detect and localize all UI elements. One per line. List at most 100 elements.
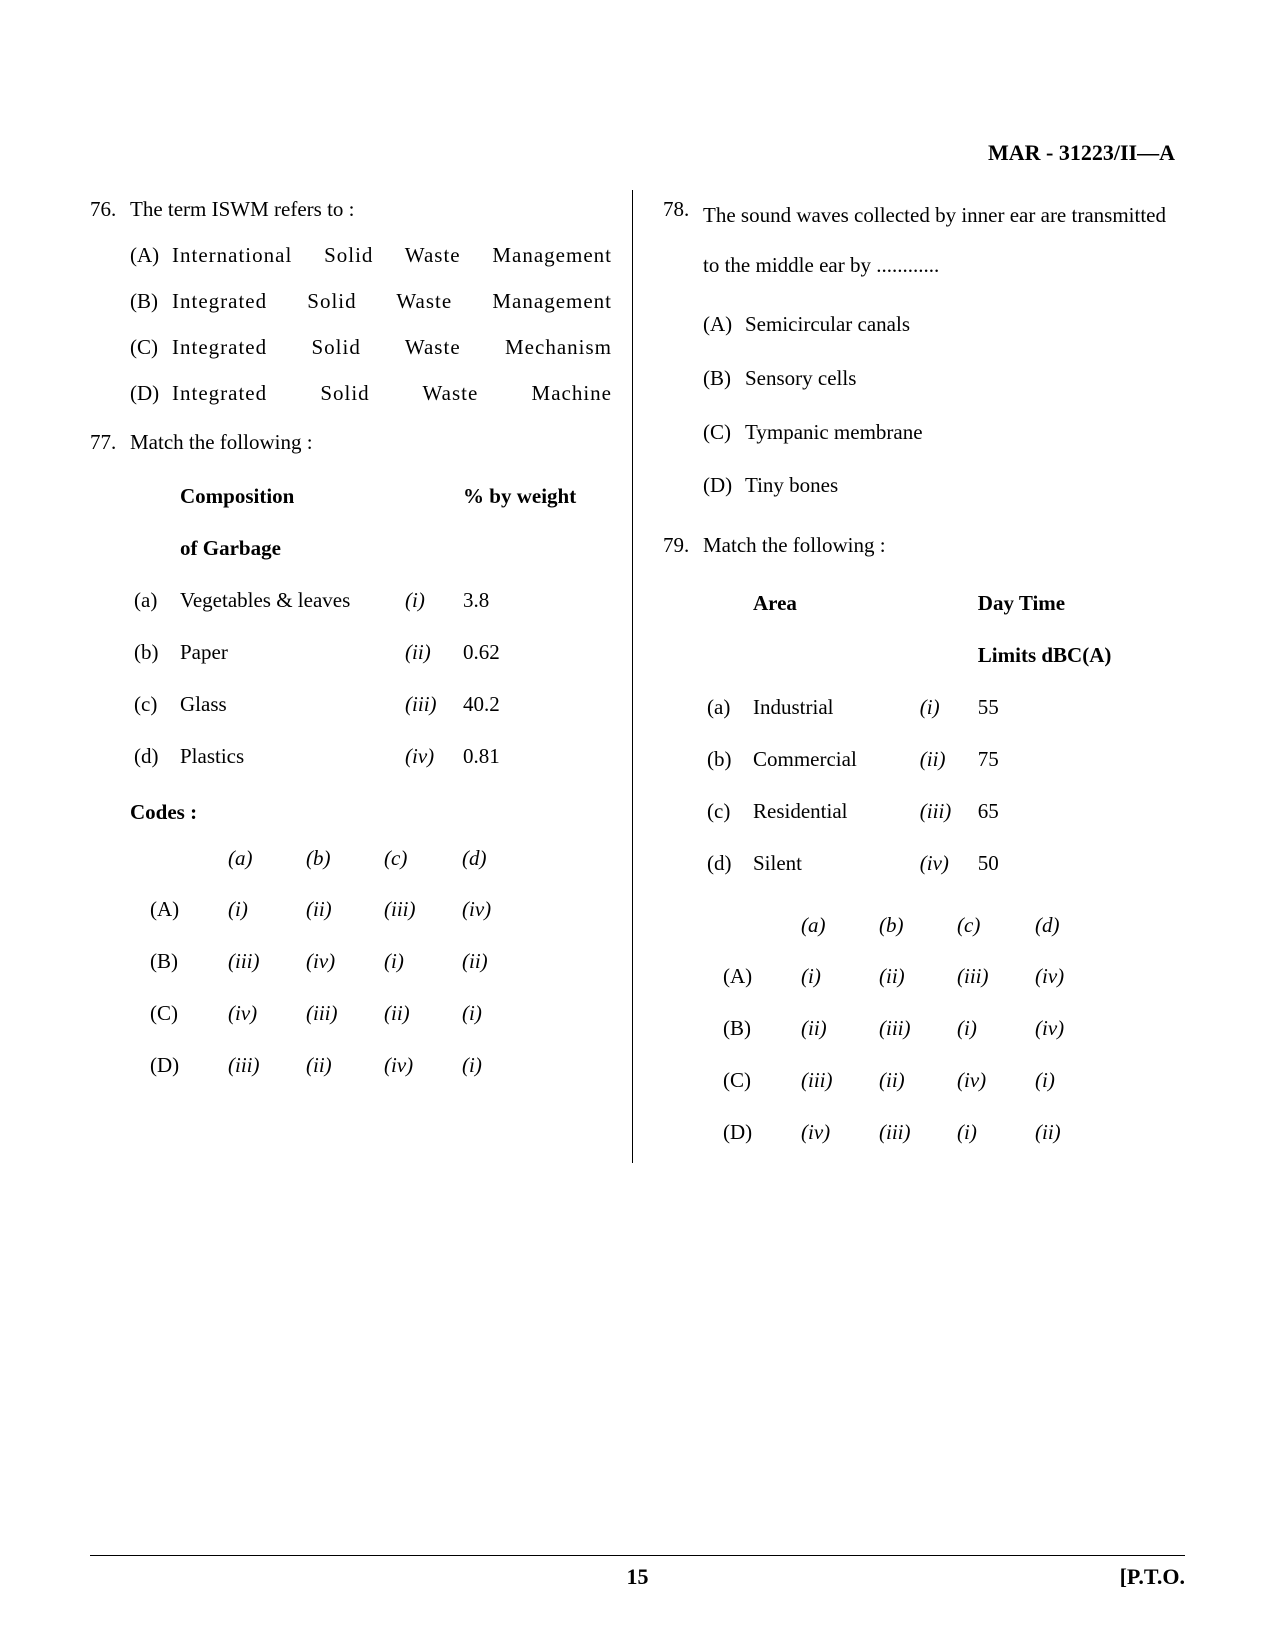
question-text: The term ISWM refers to : — [130, 190, 612, 230]
match-rkey: (iii) — [916, 786, 974, 838]
question-77: 77. Match the following : Composition % … — [90, 423, 612, 1092]
paper-code: MAR - 31223/II—A — [988, 140, 1175, 166]
codes-val: (ii) — [384, 988, 462, 1040]
codes-val: (iii) — [306, 988, 384, 1040]
match-right: 3.8 — [459, 575, 612, 627]
question-body: The term ISWM refers to : (A) Internatio… — [130, 190, 612, 413]
match-row: (c) Residential (iii) 65 — [703, 786, 1185, 838]
codes-val: (ii) — [462, 936, 540, 988]
codes-val: (i) — [228, 884, 306, 936]
codes-val: (i) — [957, 1003, 1035, 1055]
match-key: (d) — [130, 731, 176, 783]
codes-key: (C) — [150, 988, 228, 1040]
match-row: (d) Silent (iv) 50 — [703, 838, 1185, 890]
match-table: Area Day Time Limits dBC(A) (a) Industri… — [703, 578, 1185, 889]
codes-key: (D) — [150, 1040, 228, 1092]
match-head-left: Area — [749, 578, 916, 630]
match-row: (d) Plastics (iv) 0.81 — [130, 731, 612, 783]
question-body: Match the following : Composition % by w… — [130, 423, 612, 1092]
codes-val: (iv) — [306, 936, 384, 988]
codes-row: (B) (iii) (iv) (i) (ii) — [150, 936, 540, 988]
exam-page: MAR - 31223/II—A 76. The term ISWM refer… — [0, 0, 1275, 1650]
codes-val: (i) — [801, 951, 879, 1003]
codes-val: (iv) — [228, 988, 306, 1040]
question-body: The sound waves collected by inner ear a… — [703, 190, 1185, 506]
codes-row: (A) (i) (ii) (iii) (iv) — [150, 884, 540, 936]
match-head-left: Composition — [176, 471, 401, 523]
codes-val: (ii) — [879, 1055, 957, 1107]
codes-val: (iii) — [879, 1003, 957, 1055]
option-text: Tiny bones — [745, 466, 1185, 506]
option-text: Integrated Solid Waste Mechanism — [172, 328, 612, 368]
match-rkey: (i) — [916, 682, 974, 734]
question-text: Match the following : — [130, 423, 612, 463]
option-text: Integrated Solid Waste Management — [172, 282, 612, 322]
match-row: (c) Glass (iii) 40.2 — [130, 679, 612, 731]
question-number: 77. — [90, 423, 130, 1092]
codes-val: (i) — [462, 988, 540, 1040]
option-text: Tympanic membrane — [745, 413, 1185, 453]
codes-val: (i) — [1035, 1055, 1113, 1107]
codes-head: (c) — [384, 833, 462, 885]
option-text: Semicircular canals — [745, 305, 1185, 345]
codes-table: (a) (b) (c) (d) (A) (i) (ii) (iii) (iv) — [723, 900, 1113, 1159]
match-rkey: (iv) — [401, 731, 459, 783]
question-78: 78. The sound waves collected by inner e… — [663, 190, 1185, 506]
codes-val: (ii) — [306, 1040, 384, 1092]
page-footer: 15 [P.T.O. — [90, 1555, 1185, 1590]
option-label: (D) — [703, 466, 745, 506]
match-rkey: (ii) — [916, 734, 974, 786]
option-A: (A) Semicircular canals — [703, 305, 1185, 345]
match-table: Composition % by weight of Garbage (a) — [130, 471, 612, 782]
right-column: 78. The sound waves collected by inner e… — [633, 190, 1185, 1163]
codes-val: (ii) — [306, 884, 384, 936]
option-label: (A) — [703, 305, 745, 345]
match-key: (b) — [130, 627, 176, 679]
option-A: (A) International Solid Waste Management — [130, 236, 612, 276]
codes-val: (i) — [384, 936, 462, 988]
match-rkey: (iv) — [916, 838, 974, 890]
codes-val: (iii) — [384, 884, 462, 936]
pto-label: [P.T.O. — [1120, 1564, 1185, 1590]
match-key: (b) — [703, 734, 749, 786]
codes-val: (iii) — [228, 1040, 306, 1092]
question-number: 76. — [90, 190, 130, 413]
codes-val: (iv) — [1035, 951, 1113, 1003]
codes-key: (B) — [150, 936, 228, 988]
codes-head: (b) — [879, 900, 957, 952]
codes-row: (B) (ii) (iii) (i) (iv) — [723, 1003, 1113, 1055]
option-B: (B) Sensory cells — [703, 359, 1185, 399]
codes-val: (iii) — [801, 1055, 879, 1107]
codes-key: (B) — [723, 1003, 801, 1055]
option-D: (D) Tiny bones — [703, 466, 1185, 506]
question-body: Match the following : Area Day Time Limi… — [703, 526, 1185, 1159]
option-text: Sensory cells — [745, 359, 1185, 399]
question-76: 76. The term ISWM refers to : (A) Intern… — [90, 190, 612, 413]
match-right: 65 — [974, 786, 1185, 838]
question-number: 79. — [663, 526, 703, 1159]
match-head-right: Day Time — [974, 578, 1185, 630]
option-text: Integrated Solid Waste Machine — [172, 374, 612, 414]
match-key: (a) — [130, 575, 176, 627]
match-key: (c) — [130, 679, 176, 731]
codes-row: (A) (i) (ii) (iii) (iv) — [723, 951, 1113, 1003]
question-text: Match the following : — [703, 526, 1185, 566]
codes-val: (iv) — [957, 1055, 1035, 1107]
codes-val: (ii) — [801, 1003, 879, 1055]
option-label: (C) — [130, 328, 172, 368]
match-left: Industrial — [749, 682, 916, 734]
match-left: Silent — [749, 838, 916, 890]
match-row: (b) Paper (ii) 0.62 — [130, 627, 612, 679]
codes-val: (iv) — [384, 1040, 462, 1092]
match-row: (b) Commercial (ii) 75 — [703, 734, 1185, 786]
match-right: 40.2 — [459, 679, 612, 731]
match-key: (d) — [703, 838, 749, 890]
codes-key: (A) — [150, 884, 228, 936]
codes-row: (C) (iv) (iii) (ii) (i) — [150, 988, 540, 1040]
codes-head: (d) — [462, 833, 540, 885]
match-left: Vegetables & leaves — [176, 575, 401, 627]
page-number: 15 — [627, 1564, 649, 1590]
match-rkey: (i) — [401, 575, 459, 627]
codes-row: (C) (iii) (ii) (iv) (i) — [723, 1055, 1113, 1107]
option-label: (C) — [703, 413, 745, 453]
